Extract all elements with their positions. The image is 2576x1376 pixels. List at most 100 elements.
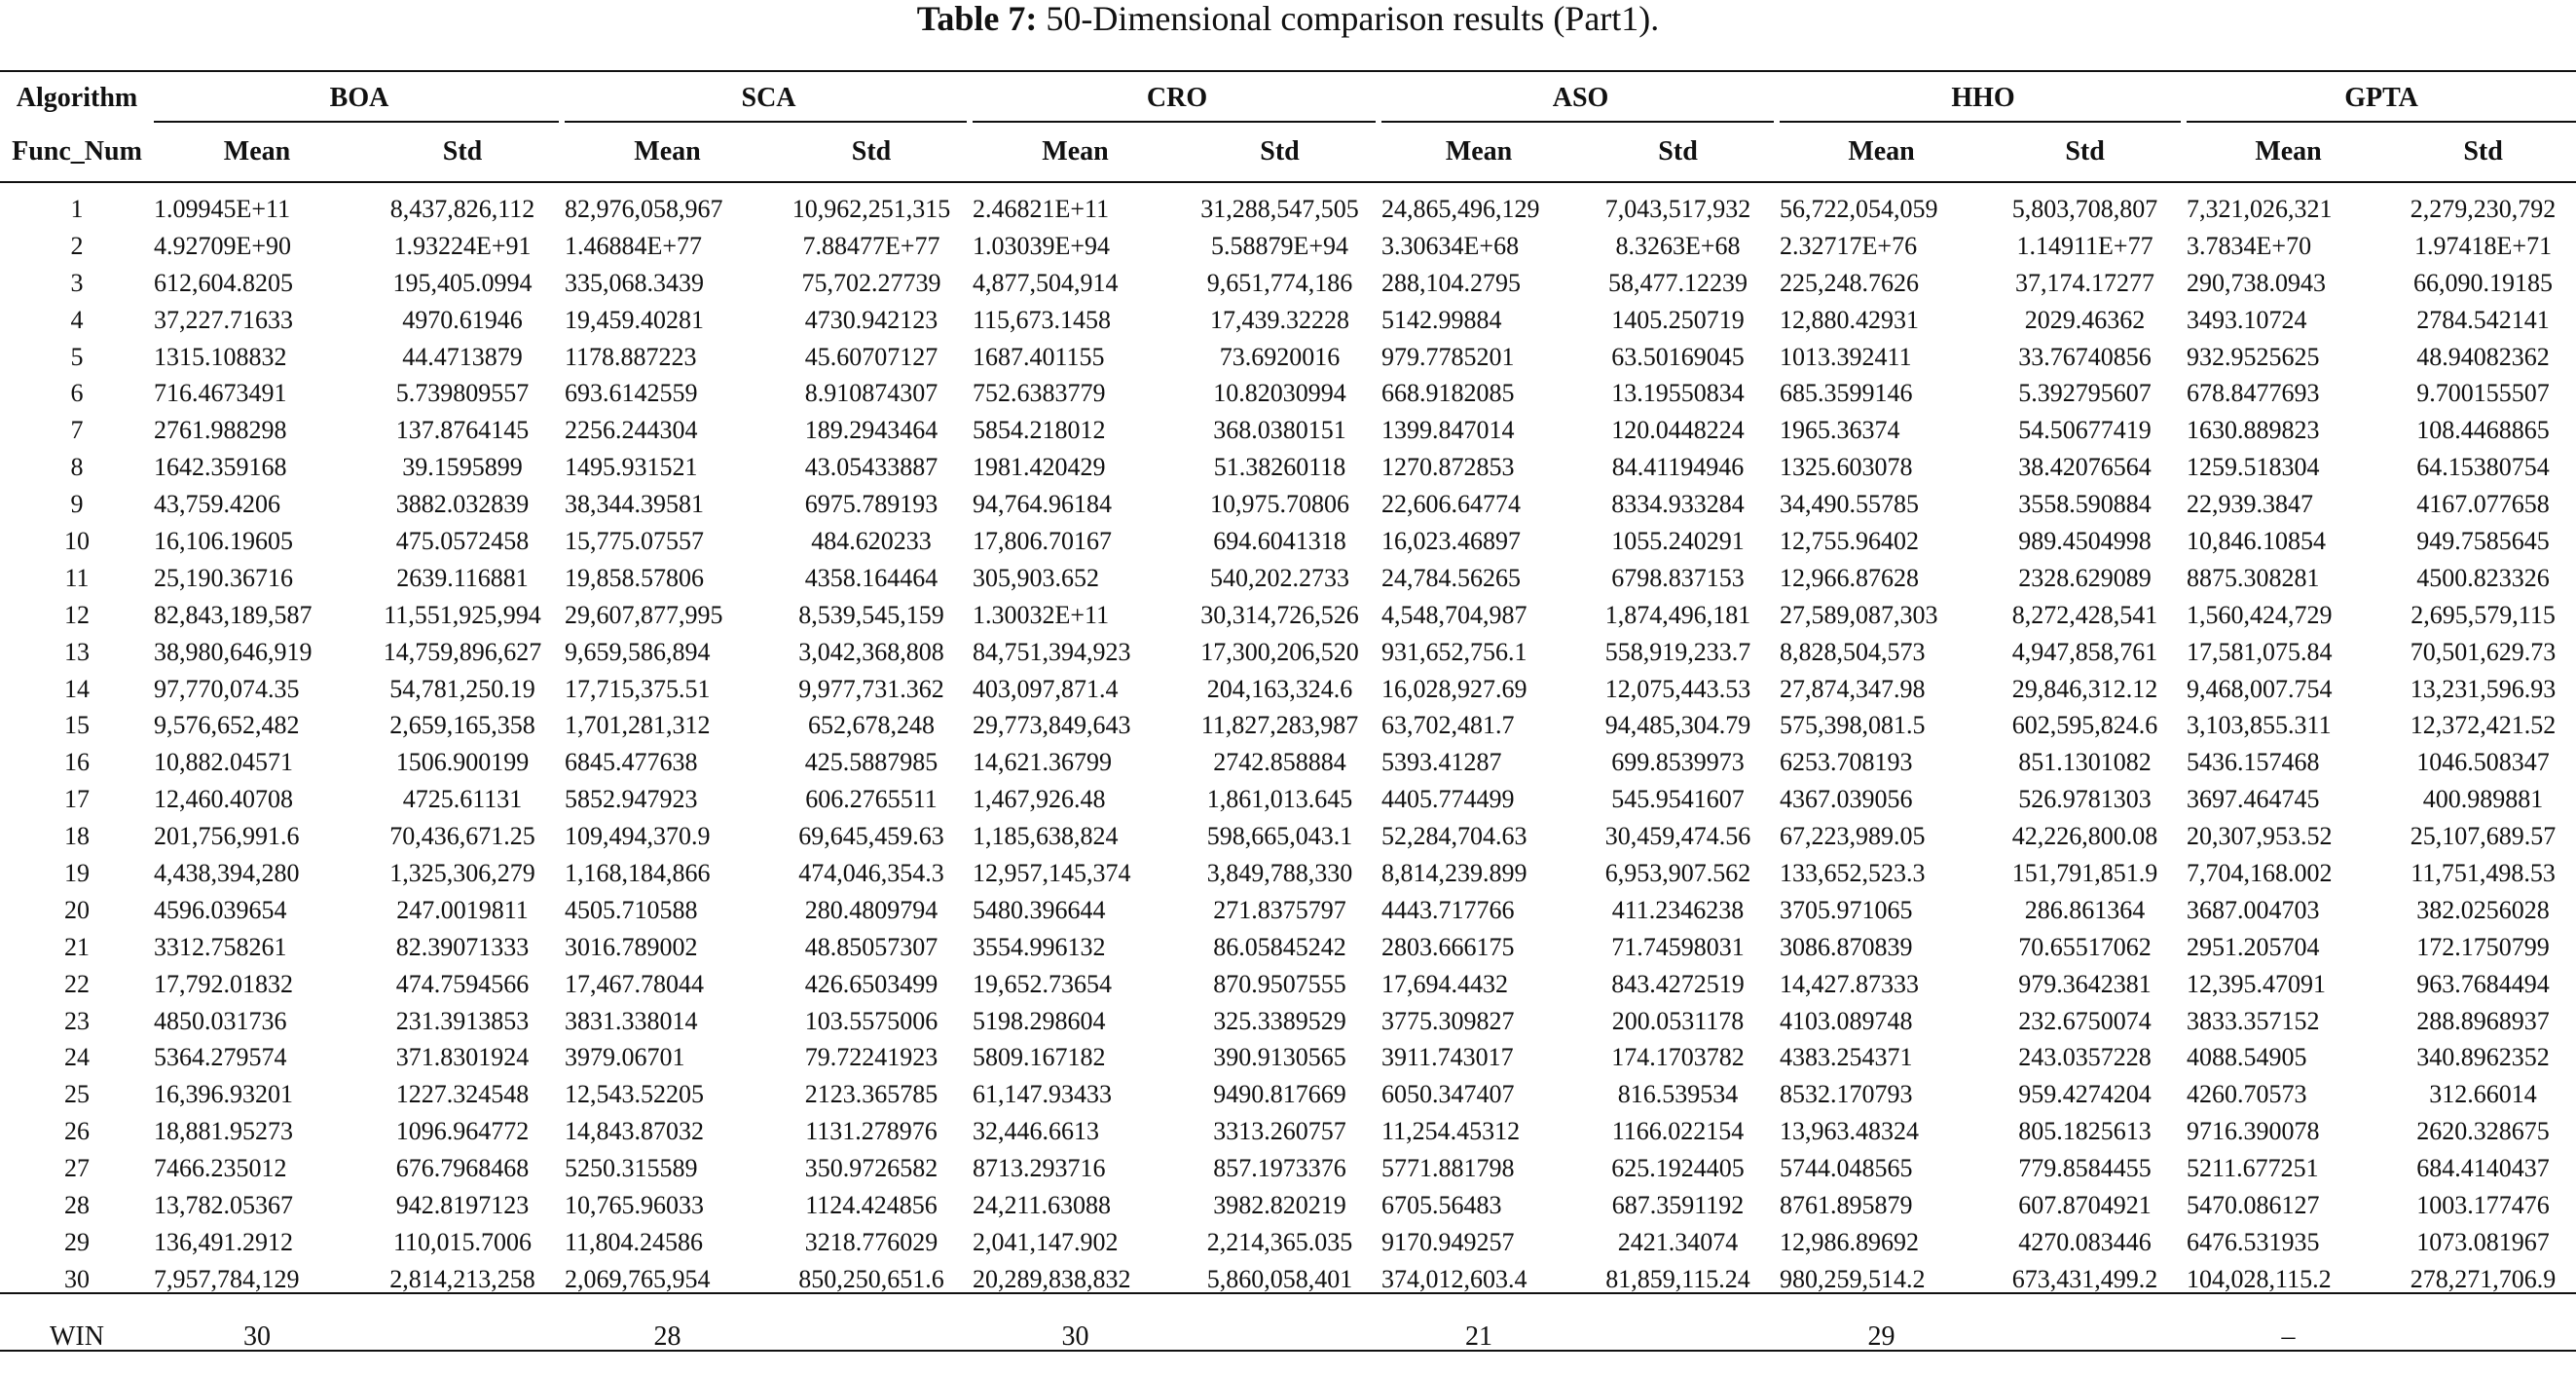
- func-num-cell: 28: [64, 1190, 90, 1219]
- std-cell: 1124.424856: [805, 1190, 938, 1219]
- mean-cell: 5852.947923: [565, 785, 698, 814]
- mean-cell: 29,607,877,995: [565, 600, 723, 629]
- mean-cell: 752.6383779: [973, 379, 1106, 408]
- std-cell: 43.05433887: [804, 453, 938, 482]
- std-cell: 312.66014: [2429, 1080, 2537, 1109]
- mean-cell: 1325.603078: [1780, 453, 1913, 482]
- std-cell: 33.76740856: [2018, 342, 2152, 371]
- mean-cell: 3687.004703: [2187, 895, 2320, 924]
- std-cell: 271.8375797: [1213, 895, 1346, 924]
- func-num-cell: 1: [70, 194, 84, 223]
- mean-cell: 3,103,855.311: [2187, 711, 2332, 740]
- std-cell: 17,439.32228: [1210, 305, 1350, 334]
- table-row: 4 37,227.71633 4970.61946 19,459.40281 4730.…: [0, 302, 2576, 339]
- mean-cell: 94,764.96184: [973, 490, 1113, 519]
- table-row: 22 17,792.01832 474.7594566 17,467.78044 426…: [0, 966, 2576, 1003]
- win-count: 30: [1061, 1320, 1089, 1352]
- mean-cell: 716.4673491: [154, 379, 287, 408]
- std-cell: 81,859,115.24: [1605, 1264, 1750, 1293]
- std-cell: 340.8962352: [2416, 1043, 2550, 1072]
- std-cell: 44.4713879: [402, 342, 523, 371]
- std-cell: 86.05845242: [1213, 932, 1346, 961]
- std-cell: 325.3389529: [1213, 1006, 1346, 1035]
- win-count: 21: [1465, 1320, 1493, 1352]
- mean-cell: 5250.315589: [565, 1154, 698, 1183]
- table-row: 13 38,980,646,919 14,759,896,627 9,659,586,…: [0, 634, 2576, 671]
- mean-cell: 5211.677251: [2187, 1154, 2319, 1183]
- std-cell: 350.9726582: [804, 1154, 938, 1183]
- std-cell: 66,090.19185: [2413, 268, 2554, 297]
- mean-cell: 38,344.39581: [565, 490, 704, 519]
- table-row: 30 7,957,784,129 2,814,213,258 2,069,765,95…: [0, 1261, 2576, 1298]
- mean-cell: 3.7834E+70: [2187, 231, 2312, 260]
- mean-cell: 19,459.40281: [565, 305, 704, 334]
- group-rule-hho: [1780, 121, 2181, 123]
- mean-cell: 4.92709E+90: [154, 231, 292, 260]
- mean-cell: 225,248.7626: [1780, 268, 1920, 297]
- group-rule-sca: [565, 121, 967, 123]
- mean-cell: 1965.36374: [1780, 416, 1900, 445]
- std-cell: 2,695,579,115: [2410, 600, 2556, 629]
- func-num-cell: 24: [64, 1043, 90, 1072]
- std-cell: 1055.240291: [1611, 526, 1745, 555]
- std-cell: 2639.116881: [396, 563, 529, 592]
- mean-cell: 1315.108832: [154, 342, 287, 371]
- mean-cell: 8713.293716: [973, 1154, 1106, 1183]
- header-spacer: [0, 181, 2576, 191]
- group-rule-boa: [154, 121, 559, 123]
- std-cell: 1.14911E+77: [2016, 231, 2153, 260]
- std-cell: 204,163,324.6: [1206, 674, 1353, 703]
- mean-cell: 17,806.70167: [973, 526, 1113, 555]
- mean-cell: 82,843,189,587: [154, 600, 313, 629]
- mean-cell: 5470.086127: [2187, 1190, 2320, 1219]
- std-cell: 63.50169045: [1611, 342, 1745, 371]
- mean-cell: 612,604.8205: [154, 268, 293, 297]
- mean-cell: 4850.031736: [154, 1006, 287, 1035]
- mean-cell: 2,069,765,954: [565, 1264, 711, 1293]
- std-cell: 694.6041318: [1213, 526, 1346, 555]
- std-cell: 13,231,596.93: [2410, 674, 2557, 703]
- std-cell: 2123.365785: [804, 1080, 938, 1109]
- func-num-cell: 27: [64, 1154, 90, 1183]
- group-rule-cro: [973, 121, 1376, 123]
- mean-cell: 335,068.3439: [565, 268, 704, 297]
- mean-cell: 8,828,504,573: [1780, 637, 1926, 666]
- table-caption: Table 7: 50-Dimensional comparison resul…: [0, 0, 2576, 43]
- mean-cell: 16,106.19605: [154, 526, 293, 555]
- std-cell: 110,015.7006: [392, 1227, 533, 1256]
- table-row: 11 25,190.36716 2639.116881 19,858.57806 435…: [0, 560, 2576, 597]
- std-cell: 699.8539973: [1611, 748, 1745, 777]
- std-header: Std: [2065, 136, 2105, 167]
- mean-cell: 6476.531935: [2187, 1227, 2320, 1256]
- func-num-cell: 23: [64, 1006, 90, 1035]
- mean-cell: 1687.401155: [973, 342, 1105, 371]
- std-cell: 5.739809557: [395, 379, 530, 408]
- std-cell: 232.6750074: [2018, 1006, 2152, 1035]
- std-cell: 70,501,629.73: [2410, 637, 2557, 666]
- mean-cell: 1.46884E+77: [565, 231, 703, 260]
- std-cell: 6975.789193: [804, 490, 938, 519]
- std-cell: 6798.837153: [1611, 563, 1745, 592]
- std-cell: 14,759,896,627: [383, 637, 542, 666]
- func-num-cell: 8: [70, 453, 84, 482]
- std-cell: 8,272,428,541: [2011, 600, 2158, 629]
- std-cell: 1166.022154: [1611, 1117, 1745, 1146]
- mean-cell: 1,185,638,824: [973, 822, 1119, 851]
- mean-cell: 3833.357152: [2187, 1006, 2320, 1035]
- table-row: 10 16,106.19605 475.0572458 15,775.07557 484…: [0, 523, 2576, 560]
- std-cell: 69,645,459.63: [798, 822, 944, 851]
- std-cell: 1.93224E+91: [393, 231, 532, 260]
- table-row: 7 2761.988298 137.8764145 2256.244304 189.29…: [0, 412, 2576, 449]
- mean-cell: 97,770,074.35: [154, 674, 300, 703]
- mean-cell: 5364.279574: [154, 1043, 287, 1072]
- table-row: 6 716.4673491 5.739809557 693.6142559 8.9108…: [0, 375, 2576, 412]
- std-cell: 1227.324548: [395, 1080, 530, 1109]
- std-cell: 2742.858884: [1213, 748, 1346, 777]
- mean-cell: 24,784.56265: [1381, 563, 1522, 592]
- mean-cell: 12,957,145,374: [973, 858, 1131, 887]
- win-count: 29: [1867, 1320, 1895, 1352]
- func-num-cell: 19: [64, 858, 90, 887]
- table-row: 1 1.09945E+11 8,437,826,112 82,976,058,967 1…: [0, 191, 2576, 228]
- std-cell: 174.1703782: [1611, 1043, 1745, 1072]
- table-row: 17 12,460.40708 4725.61131 5852.947923 606.2…: [0, 781, 2576, 818]
